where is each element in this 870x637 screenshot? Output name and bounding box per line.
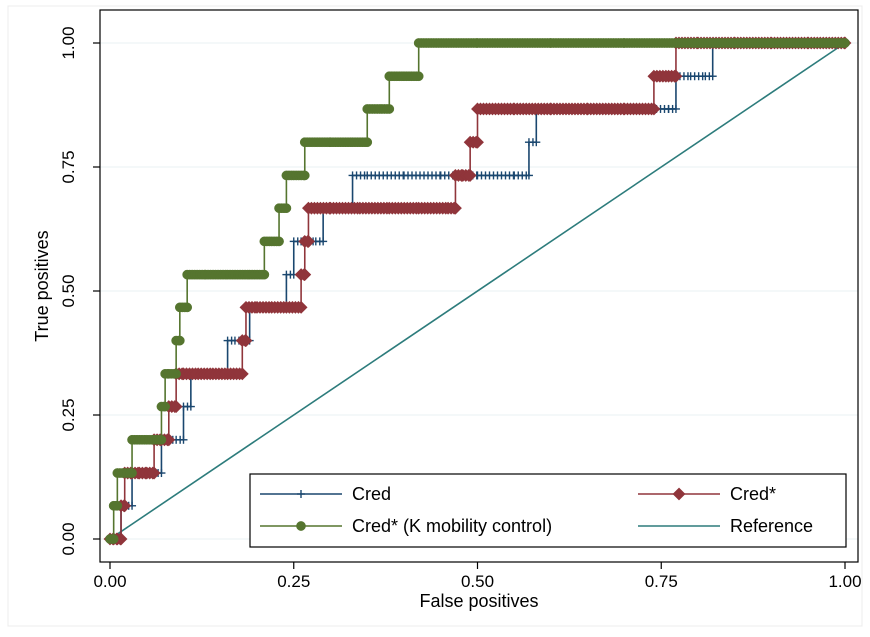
data-point-cred xyxy=(168,400,182,413)
legend-entry-reference: Reference xyxy=(638,516,813,536)
data-point-cred-k-mobility-control xyxy=(111,500,122,511)
series-cred-k-mobility-control xyxy=(105,38,850,544)
data-point-cred-k-mobility-control xyxy=(173,335,184,346)
y-tick-label: 0.25 xyxy=(59,398,78,431)
data-point-cred-k-mobility-control xyxy=(360,137,370,148)
data-point-cred xyxy=(291,300,305,314)
data-point-cred-k-mobility-control xyxy=(382,104,392,114)
x-tick-label: 1.00 xyxy=(828,572,861,591)
legend-label: Cred xyxy=(352,484,391,504)
y-tick-label: 0.00 xyxy=(59,522,78,555)
data-point-cred xyxy=(462,169,476,182)
legend-swatch-marker xyxy=(297,490,305,498)
data-point-cred-k-mobility-control xyxy=(107,534,118,544)
legend-label: Cred* (K mobility control) xyxy=(352,516,552,536)
data-point-cred xyxy=(683,72,692,81)
series-line-reference xyxy=(109,42,846,540)
y-tick-label: 0.75 xyxy=(59,150,78,183)
x-tick-label: 0.25 xyxy=(277,572,310,591)
data-point-cred xyxy=(297,268,311,282)
legend-box xyxy=(249,473,847,548)
data-point-cred xyxy=(233,367,247,381)
legend-swatch-marker xyxy=(672,487,686,501)
y-tick-label: 0.50 xyxy=(59,274,78,307)
data-point-cred xyxy=(146,466,160,480)
data-point-cred xyxy=(360,171,369,180)
data-point-cred-k-mobility-control xyxy=(839,38,849,48)
data-point-cred-k-mobility-control xyxy=(154,434,165,445)
data-point-cred xyxy=(698,72,707,81)
legend-label: Cred* xyxy=(730,484,776,504)
legend-swatch-marker xyxy=(296,521,306,531)
legend-entry-cred: Cred xyxy=(260,484,391,504)
data-point-cred xyxy=(668,104,677,113)
data-point-cred xyxy=(315,237,324,246)
data-point-cred-k-mobility-control xyxy=(411,71,422,82)
series-layer xyxy=(103,36,852,546)
data-point-cred-k-mobility-control xyxy=(159,401,169,412)
data-point-cred xyxy=(528,138,537,147)
data-point-cred-k-mobility-control xyxy=(179,302,190,313)
data-point-cred xyxy=(705,72,714,81)
series-reference xyxy=(109,42,846,540)
y-axis-title: True positives xyxy=(32,230,52,341)
data-point-cred xyxy=(645,102,658,116)
legend: Cred Cred* Cred* (K mobility control) Refer… xyxy=(249,473,847,548)
x-axis-title: False positives xyxy=(419,591,538,611)
legend-entry-cred-k-mobility-control: Cred* (K mobility control) xyxy=(260,516,552,536)
legend-entry-cred: Cred* xyxy=(638,484,776,504)
x-tick-label: 0.00 xyxy=(93,572,126,591)
x-tick-label: 0.50 xyxy=(461,572,494,591)
data-point-cred xyxy=(301,234,315,248)
outer-frame xyxy=(7,5,863,627)
data-point-cred-k-mobility-control xyxy=(271,236,282,247)
x-tick-label: 0.75 xyxy=(645,572,678,591)
data-point-cred-k-mobility-control xyxy=(298,170,309,181)
data-point-cred-k-mobility-control xyxy=(257,269,267,280)
data-point-cred xyxy=(227,336,236,345)
data-point-cred-k-mobility-control xyxy=(168,368,179,379)
data-point-cred xyxy=(183,402,192,411)
axes: 0.00 0.25 0.50 0.75 1.00 0.00 0.25 0.50 0.75 1.00 xyxy=(59,26,862,591)
data-point-cred xyxy=(469,135,483,149)
data-point-cred xyxy=(286,270,295,279)
data-point-cred-k-mobility-control xyxy=(279,203,289,214)
plot-frame xyxy=(99,9,859,563)
y-tick-label: 1.00 xyxy=(59,26,78,59)
data-point-cred xyxy=(668,69,682,83)
legend-label: Reference xyxy=(730,516,813,536)
data-point-cred xyxy=(176,435,185,444)
data-point-cred xyxy=(447,201,461,215)
data-point-cred-k-mobility-control xyxy=(124,468,135,478)
data-point-cred xyxy=(238,334,252,348)
data-point-cred xyxy=(522,171,531,180)
